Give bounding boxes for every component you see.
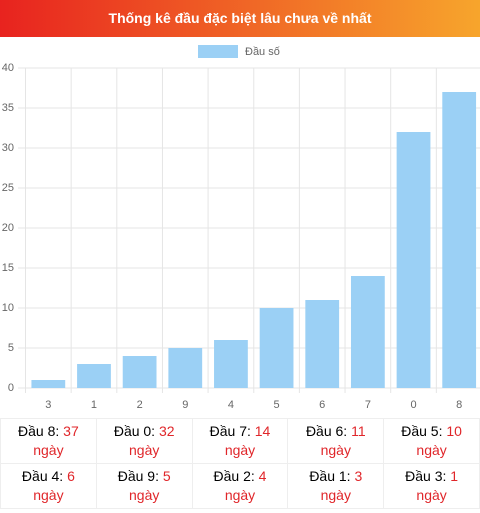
bar: [31, 380, 66, 388]
x-tick-label: 4: [228, 399, 234, 411]
cell-value: 1: [450, 468, 459, 484]
y-tick-label: 5: [8, 342, 14, 354]
y-tick-label: 35: [2, 102, 14, 114]
table-cell: Đầu 8: 37 ngày: [0, 418, 97, 464]
table-cell: Đầu 9: 5 ngày: [95, 463, 193, 509]
summary-table: Đầu 8: 37 ngày Đầu 0: 32 ngày Đầu 7: 14 ngày Đ…: [0, 418, 480, 509]
x-tick-label: 3: [45, 399, 51, 411]
cell-unit: ngày: [129, 442, 160, 458]
y-tick-label: 30: [2, 142, 14, 154]
cell-value: 10: [446, 423, 462, 439]
cell-unit: ngày: [33, 487, 64, 503]
cell-label: Đầu 7:: [209, 423, 251, 439]
header-title: Thống kê đầu đặc biệt lâu chưa về nhất: [0, 0, 480, 37]
cell-value: 11: [351, 423, 366, 439]
cell-value: 5: [162, 468, 171, 484]
cell-label: Đầu 9:: [117, 468, 159, 484]
x-tick-label: 9: [182, 399, 188, 411]
x-tick-label: 0: [410, 399, 416, 411]
table-cell: Đầu 5: 10 ngày: [383, 418, 480, 464]
y-tick-label: 40: [2, 62, 14, 74]
table-cell: Đầu 3: 1 ngày: [383, 463, 480, 509]
cell-unit: ngày: [33, 442, 64, 458]
chart: Đầu số 0 5 10 15 20 25 30 35 40 3 1 2 9 4 5 6 7 0 8: [2, 45, 480, 411]
cell-unit: ngày: [224, 442, 256, 458]
cell-unit: ngày: [129, 487, 160, 503]
cell-value: 37: [63, 423, 79, 439]
x-tick-label: 7: [365, 399, 371, 411]
cell-unit: ngày: [416, 487, 447, 503]
table-cell: Đầu 7: 14 ngày: [191, 418, 289, 464]
cell-label: Đầu 0:: [113, 423, 156, 439]
y-tick-label: 15: [2, 262, 14, 274]
x-tick-label: 6: [319, 399, 325, 411]
x-tick-label: 1: [91, 399, 97, 411]
bar: [442, 92, 477, 388]
table-cell: Đầu 1: 3 ngày: [287, 463, 385, 509]
y-tick-label: 10: [2, 302, 14, 314]
x-tick-label: 8: [456, 399, 462, 411]
cell-unit: ngày: [224, 487, 256, 503]
cell-value: 4: [258, 468, 267, 484]
y-tick-label: 0: [8, 382, 14, 394]
cell-label: Đầu 8:: [18, 423, 60, 439]
table-cell: Đầu 6: 11 ngày: [287, 418, 385, 464]
x-tick-label: 2: [137, 399, 143, 411]
table-row: Đầu 4: 6 ngày Đầu 9: 5 ngày Đầu 2: 4 ngày Đầu …: [0, 463, 480, 509]
bar: [122, 356, 157, 388]
cell-unit: ngày: [320, 487, 351, 503]
cell-value: 3: [354, 468, 363, 484]
bar: [168, 348, 203, 388]
cell-value: 6: [67, 468, 75, 484]
cell-label: Đầu 5:: [401, 423, 443, 439]
cell-unit: ngày: [416, 442, 447, 458]
cell-label: Đầu 2:: [213, 468, 255, 484]
bar: [214, 340, 248, 388]
x-tick-label: 5: [274, 399, 280, 411]
legend-swatch: [198, 45, 238, 58]
cell-value: 14: [254, 423, 271, 439]
bar: [396, 132, 431, 388]
bar: [259, 308, 294, 388]
legend-label: Đầu số: [245, 46, 280, 58]
cell-label: Đầu 4:: [21, 468, 64, 484]
bar: [77, 364, 111, 388]
table-cell: Đầu 2: 4 ngày: [191, 463, 289, 509]
cell-value: 32: [158, 423, 175, 439]
table-cell: Đầu 0: 32 ngày: [95, 418, 193, 464]
bar: [350, 276, 385, 388]
y-tick-label: 25: [2, 182, 14, 194]
table-cell: Đầu 4: 6 ngày: [0, 463, 97, 509]
cell-label: Đầu 6:: [305, 423, 348, 439]
y-tick-label: 20: [2, 222, 14, 234]
cell-label: Đầu 3:: [405, 468, 447, 484]
cell-label: Đầu 1:: [309, 468, 351, 484]
cell-unit: ngày: [320, 442, 351, 458]
table-row: Đầu 8: 37 ngày Đầu 0: 32 ngày Đầu 7: 14 ngày Đ…: [0, 418, 480, 464]
bar: [305, 300, 340, 388]
